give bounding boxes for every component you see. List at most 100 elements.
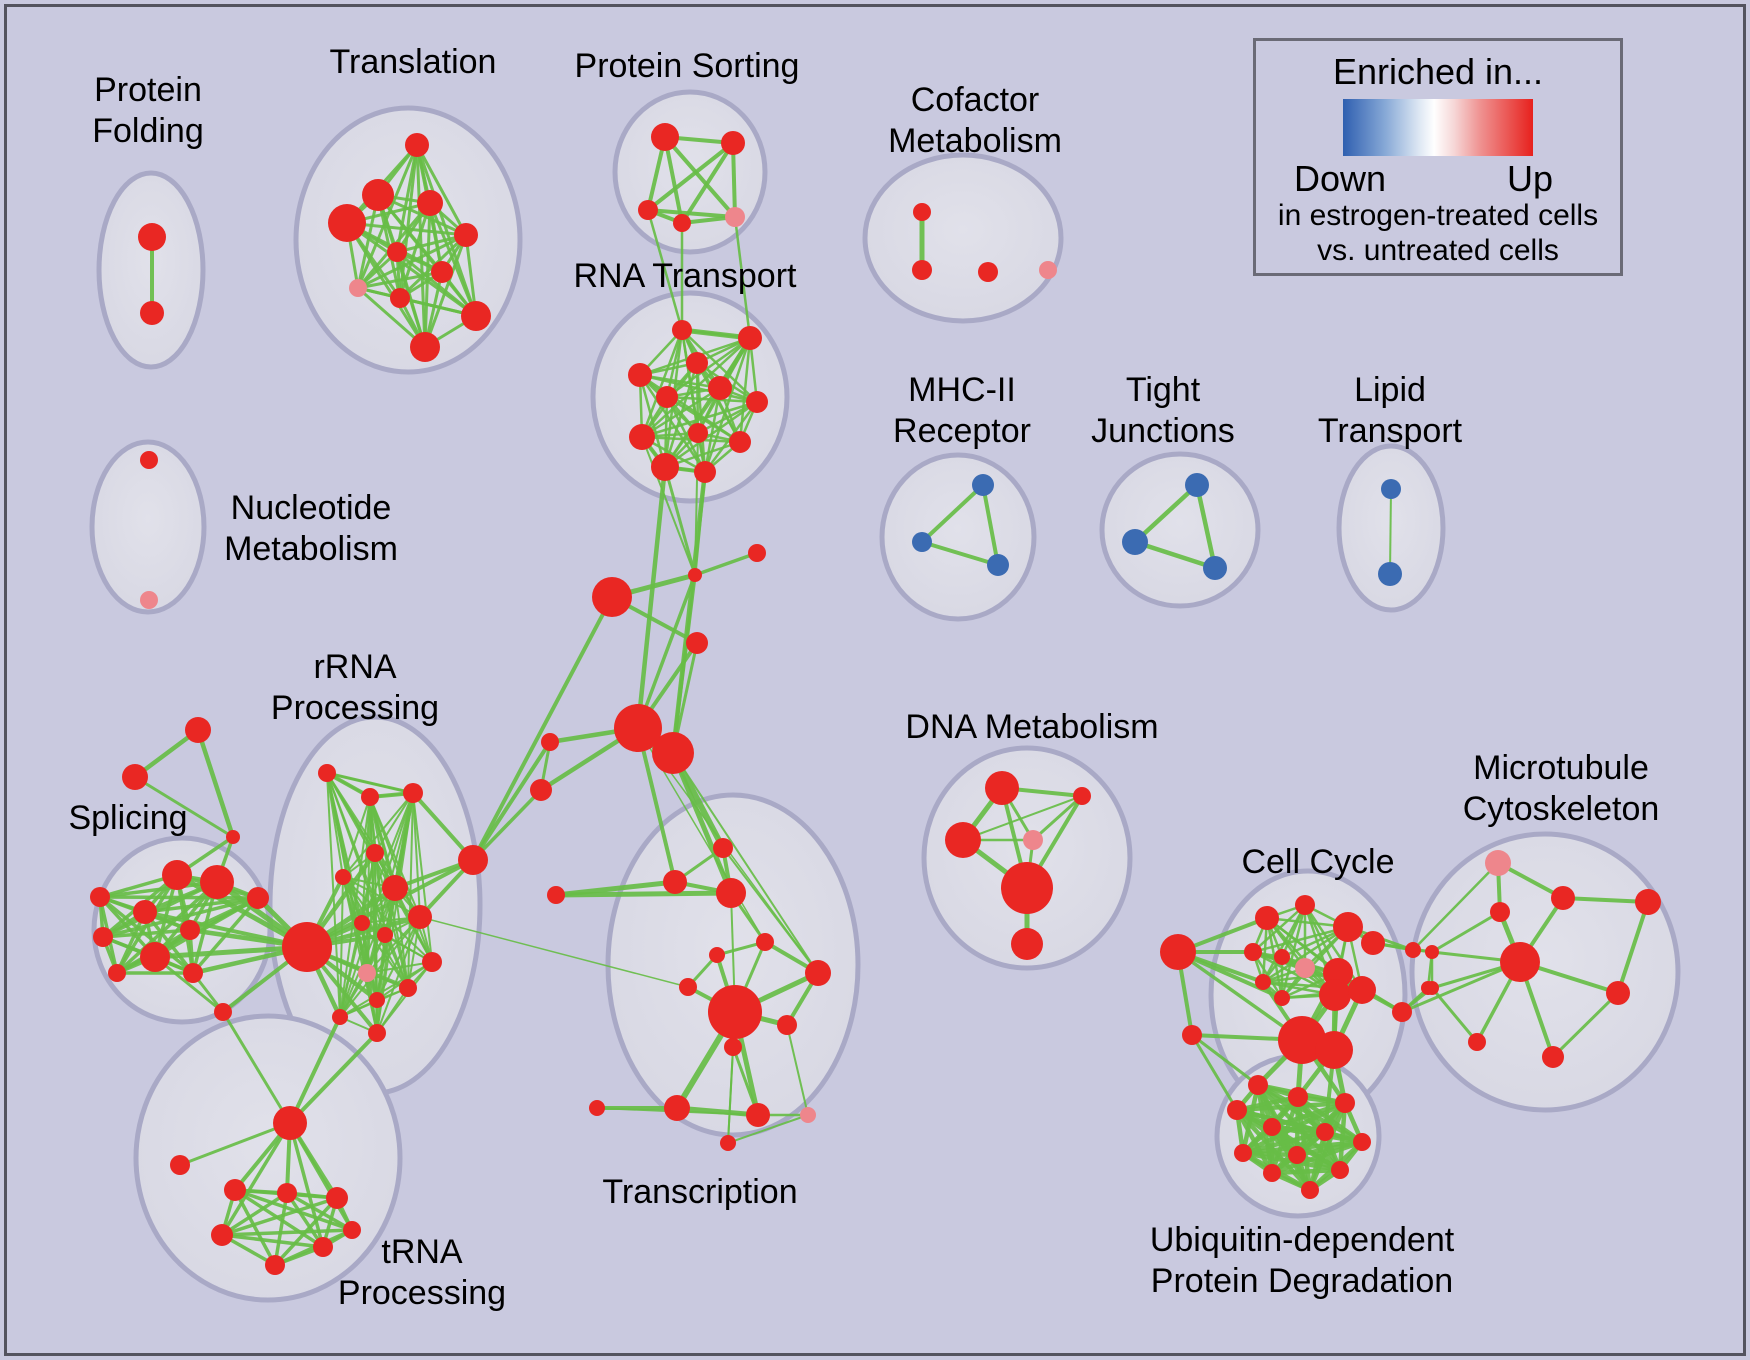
gene-set-node-x9 [777,1015,797,1035]
network-edge [412,792,421,918]
gene-set-node-q15 [358,964,376,982]
network-edge [366,916,421,974]
gene-set-node-p4 [90,887,110,907]
gene-set-node-k7 [1244,943,1262,961]
network-edge [234,1188,324,1249]
gene-set-node-H [282,922,332,972]
network-edge [286,1191,353,1232]
gene-set-node-k13 [1319,979,1351,1011]
network-edge [366,961,433,974]
network-edge [345,222,427,348]
gene-set-node-b4 [1227,1100,1247,1120]
network-edge [342,876,363,924]
gene-set-node-v3 [1551,886,1575,910]
network-edge [636,727,677,883]
cluster-label-rna-transport: RNA Transport [574,257,798,295]
gene-set-node-u6 [313,1237,333,1257]
cluster-label-trna-processing-line1: tRNA [381,1233,463,1271]
cluster-label-ubiquitin-degradation-line1: Ubiquitin-dependent [1150,1221,1455,1259]
network-edge [646,209,684,331]
network-edge [663,466,697,576]
gene-set-node-p3 [133,900,157,924]
gene-set-node-x6 [805,960,831,986]
gene-set-node-d3 [1073,787,1091,805]
network-edge [99,895,259,900]
cluster-label-cofactor-metabolism-line2: Metabolism [888,122,1062,160]
gene-set-node-x0 [547,886,565,904]
gene-set-node-b9 [1288,1146,1306,1164]
gene-set-node-k11 [1255,974,1271,990]
gene-set-node-p10 [214,1003,232,1021]
gene-set-node-x12 [746,1103,770,1127]
network-edge [664,400,758,469]
network-edge [221,1191,288,1237]
network-edge [221,1233,324,1249]
gene-set-node-t2 [362,179,394,211]
gene-set-node-t3 [417,190,443,216]
cluster-ellipse-tight-junctions [1099,451,1261,609]
gene-set-node-r8 [629,424,655,450]
gene-set-node-t11 [410,332,440,362]
cluster-label-mhc-ii-receptor-line1: MHC-II [908,371,1016,409]
gene-set-node-x11 [664,1095,690,1121]
gene-set-node-q12 [369,992,385,1008]
network-edge [306,858,474,949]
gene-set-node-r3 [686,352,708,374]
cluster-ellipse-protein-sorting [612,89,768,255]
network-edge [368,796,397,889]
cluster-ellipse-cofactor-metabolism [862,152,1064,324]
network-edge [415,144,468,236]
gene-set-node-c8 [530,779,552,801]
gene-set-node-cf3 [978,262,998,282]
gene-set-node-j2 [1122,529,1148,555]
gene-set-node-t8 [349,279,367,297]
gene-set-node-pf1 [138,223,166,251]
network-edge [921,540,999,567]
network-edge [1616,901,1650,994]
gene-set-node-b10 [1263,1164,1281,1182]
gene-set-node-s3 [638,200,658,220]
gene-set-node-x13 [800,1107,816,1123]
network-edge [285,1192,325,1248]
cluster-ellipse-mhc-ii-receptor [879,452,1037,622]
gene-set-node-r4 [628,363,652,387]
gene-set-node-g3 [226,830,240,844]
legend: Enriched in... Down Up in estrogen-treat… [1253,38,1623,276]
gene-set-node-x1 [663,870,687,894]
gene-set-node-r5 [656,386,678,408]
cluster-ellipse-nucleotide-metabolism [89,439,207,615]
network-edge [641,400,758,439]
gene-set-node-q3 [403,783,423,803]
gene-set-node-v8 [1635,889,1661,915]
network-edge [346,221,467,237]
network-edge [376,987,409,1034]
gene-set-node-j3 [1203,556,1227,580]
gene-set-node-x2 [713,838,733,858]
network-edge [1271,1139,1363,1176]
cluster-label-lipid-transport-line2: Transport [1318,412,1463,450]
gene-set-node-r1 [672,320,692,340]
network-edge [962,795,1083,841]
gene-set-node-d4 [1023,830,1043,850]
gene-set-node-r11 [651,453,679,481]
gene-set-node-m1 [972,474,994,496]
gene-set-node-v6 [1425,981,1439,995]
gene-set-node-u2 [224,1179,246,1201]
gene-set-node-p9 [108,964,126,982]
gene-set-node-l2 [1378,562,1402,586]
network-edge [326,772,409,989]
gene-set-node-k18 [1405,942,1421,958]
gene-set-node-s5 [725,207,745,227]
gene-set-node-s1 [651,123,679,151]
gene-set-node-b2 [1288,1087,1308,1107]
gene-set-node-d5 [1001,862,1053,914]
network-edge [786,1024,809,1116]
gene-set-node-q13 [332,1009,348,1025]
gene-set-node-b1 [1248,1075,1268,1095]
gene-set-node-v1 [1485,850,1511,876]
network-edge [195,729,236,838]
network-edge [672,752,819,974]
network-edge [646,141,735,212]
gene-set-node-b5 [1263,1118,1281,1136]
gene-set-node-t6 [387,242,407,262]
